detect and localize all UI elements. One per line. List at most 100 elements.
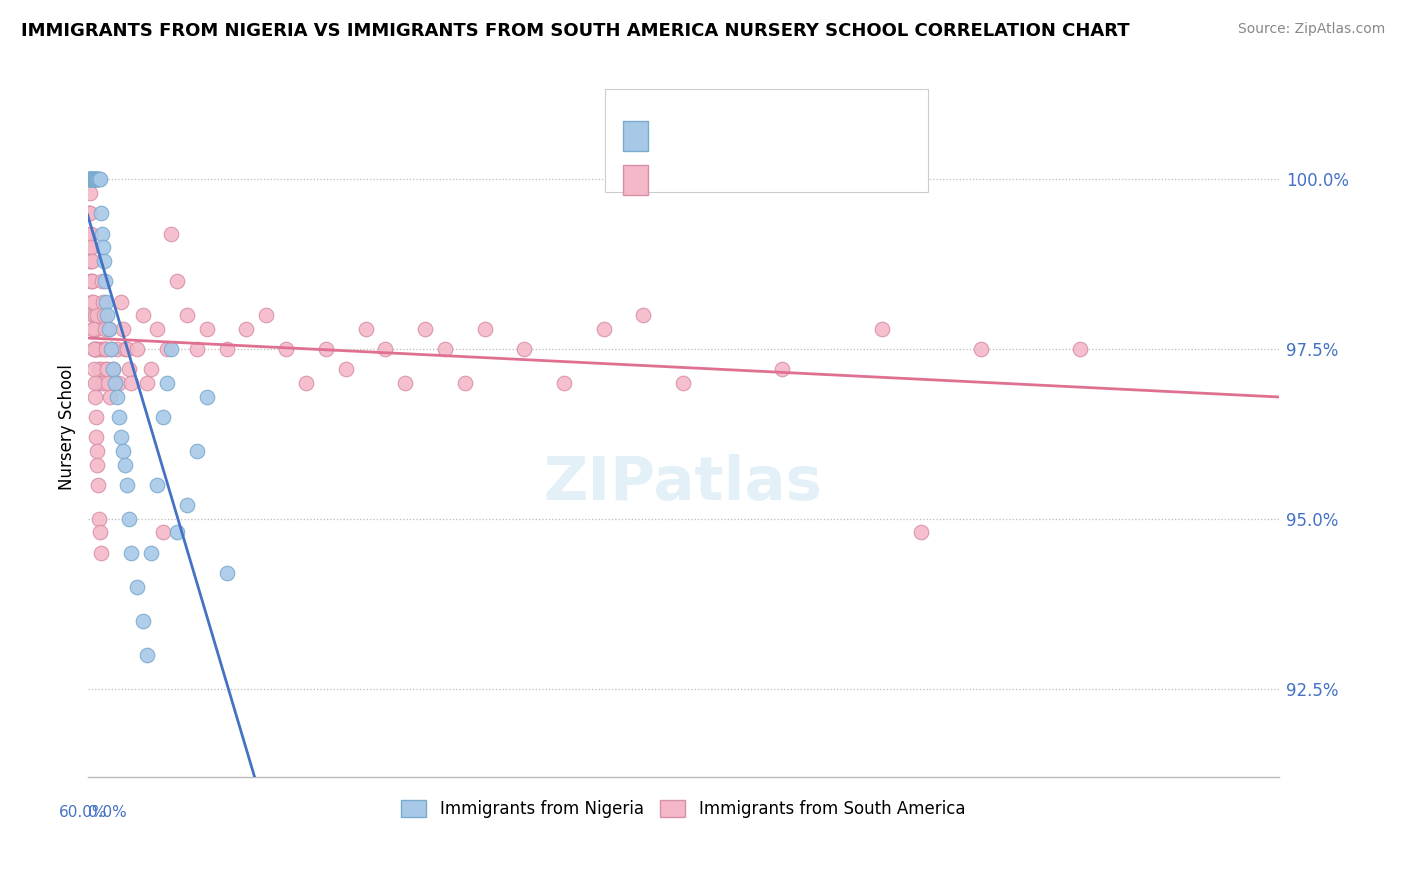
Point — [93, 342, 115, 356]
Point — [146, 321, 169, 335]
Point — [79, 227, 101, 241]
Point — [89, 525, 111, 540]
Point — [127, 580, 149, 594]
Point — [84, 409, 107, 424]
Text: 0.0%: 0.0% — [87, 805, 127, 820]
Point — [79, 206, 101, 220]
Text: N =: N = — [754, 158, 790, 176]
Point — [132, 614, 155, 628]
Text: R =: R = — [657, 158, 693, 176]
Point — [100, 342, 122, 356]
Point — [115, 342, 138, 356]
Point — [335, 362, 357, 376]
Point — [80, 240, 103, 254]
Point — [166, 525, 188, 540]
Point — [98, 390, 121, 404]
Point — [82, 308, 104, 322]
Point — [215, 342, 238, 356]
Point — [176, 308, 198, 322]
Point — [89, 172, 111, 186]
Point — [100, 342, 122, 356]
Point — [80, 253, 103, 268]
Point — [91, 294, 114, 309]
Point — [96, 362, 118, 376]
Point — [79, 186, 101, 200]
Point — [89, 342, 111, 356]
Text: Source: ZipAtlas.com: Source: ZipAtlas.com — [1237, 22, 1385, 37]
Point — [84, 430, 107, 444]
Point — [84, 172, 107, 186]
Point — [77, 253, 100, 268]
Point — [86, 308, 108, 322]
Point — [374, 342, 396, 356]
Point — [870, 321, 893, 335]
Point — [110, 430, 132, 444]
Point — [84, 308, 107, 322]
Point — [96, 362, 118, 376]
Point — [772, 362, 794, 376]
Point — [79, 172, 101, 186]
Point — [77, 172, 100, 186]
Point — [84, 172, 107, 186]
Point — [86, 172, 108, 186]
Point — [104, 376, 127, 390]
Point — [82, 294, 104, 309]
Point — [87, 478, 110, 492]
Text: R =: R = — [657, 115, 693, 133]
Text: 54: 54 — [792, 115, 814, 133]
Point — [80, 240, 103, 254]
Point — [112, 321, 135, 335]
Point — [96, 294, 118, 309]
Text: -0.026: -0.026 — [695, 158, 754, 176]
Point — [86, 172, 108, 186]
Point — [513, 342, 536, 356]
Point — [77, 172, 100, 186]
Point — [433, 342, 456, 356]
Point — [79, 240, 101, 254]
Point — [120, 376, 142, 390]
Point — [82, 294, 104, 309]
Point — [77, 206, 100, 220]
Point — [146, 478, 169, 492]
Point — [84, 390, 107, 404]
Point — [80, 172, 103, 186]
Point — [93, 376, 115, 390]
Text: N =: N = — [754, 115, 790, 133]
Point — [910, 525, 932, 540]
Point — [79, 172, 101, 186]
Point — [127, 342, 149, 356]
Point — [454, 376, 477, 390]
Point — [105, 342, 128, 356]
Point — [87, 512, 110, 526]
Point — [110, 294, 132, 309]
Point — [80, 253, 103, 268]
Point — [94, 321, 117, 335]
Point — [86, 458, 108, 472]
Point — [970, 342, 993, 356]
Point — [86, 172, 108, 186]
Point — [91, 227, 114, 241]
Point — [103, 362, 125, 376]
Point — [83, 172, 105, 186]
Point — [592, 321, 614, 335]
Point — [79, 172, 101, 186]
Point — [86, 342, 108, 356]
Point — [115, 478, 138, 492]
Point — [118, 362, 141, 376]
Point — [83, 172, 105, 186]
Point — [152, 409, 174, 424]
Point — [152, 525, 174, 540]
Point — [83, 362, 105, 376]
Point — [94, 274, 117, 288]
Point — [83, 321, 105, 335]
Point — [91, 376, 114, 390]
Text: 107: 107 — [792, 158, 827, 176]
Point — [136, 648, 159, 662]
Point — [83, 342, 105, 356]
Point — [112, 444, 135, 458]
Point — [108, 376, 131, 390]
Point — [86, 342, 108, 356]
Point — [215, 566, 238, 581]
Point — [97, 376, 120, 390]
Y-axis label: Nursery School: Nursery School — [59, 364, 76, 490]
